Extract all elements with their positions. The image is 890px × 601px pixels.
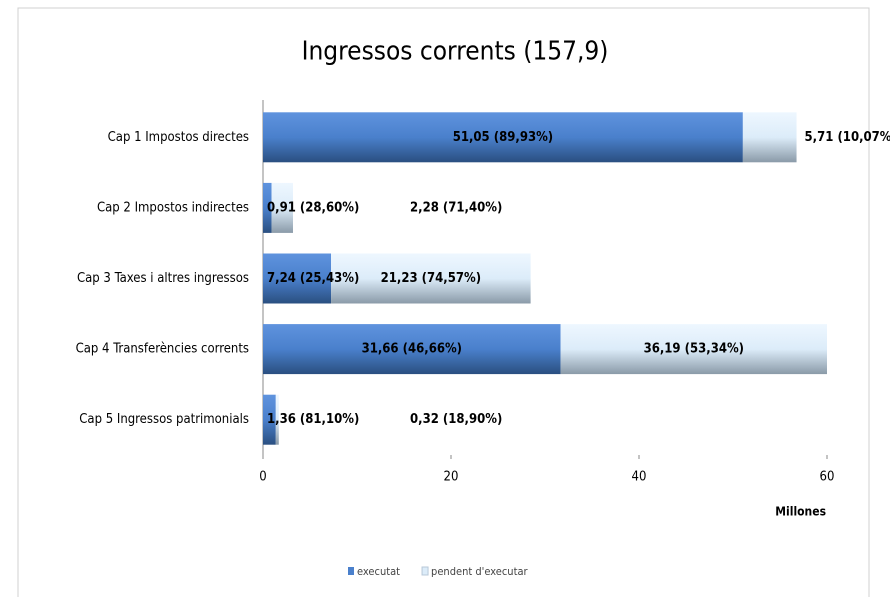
data-label: 0,32 (18,90%) — [410, 412, 502, 427]
bar-segment — [263, 253, 332, 304]
y-tick-label: Cap 2 Impostos indirectes — [97, 200, 249, 215]
data-label: 51,05 (89,93%) — [453, 130, 553, 145]
bars — [263, 112, 827, 445]
chart-title: Ingressos corrents (157,9) — [302, 37, 609, 67]
bar-segment — [263, 182, 272, 233]
x-tick-label: 60 — [820, 470, 835, 485]
bar-segment — [275, 394, 279, 445]
legend-label: executat — [357, 565, 400, 578]
data-label: 5,71 (10,07%) — [805, 130, 890, 145]
y-tick-label: Cap 1 Impostos directes — [108, 130, 249, 145]
bar-segment — [263, 324, 561, 375]
bar-segment — [271, 182, 293, 233]
y-tick-label: Cap 3 Taxes i altres ingressos — [77, 271, 249, 286]
data-label: 1,36 (81,10%) — [267, 412, 359, 427]
legend-label: pendent d'executar — [431, 565, 528, 578]
legend-swatch — [348, 567, 354, 575]
legend-swatch — [421, 566, 429, 576]
data-label: 7,24 (25,43%) — [267, 271, 359, 286]
y-tick-label: Cap 4 Transferències corrents — [76, 342, 249, 357]
x-tick-label: 0 — [259, 470, 266, 485]
data-label: 36,19 (53,34%) — [644, 342, 744, 357]
bar-segment — [263, 112, 743, 163]
bar-segment — [560, 324, 827, 375]
data-label: 21,23 (74,57%) — [381, 271, 481, 286]
chart-border — [17, 7, 870, 601]
bar-segment — [331, 253, 531, 304]
data-label: 2,28 (71,40%) — [410, 200, 502, 215]
y-tick-label: Cap 5 Ingressos patrimonials — [79, 412, 249, 427]
x-tick-label: 20 — [444, 470, 459, 485]
data-label: 0,91 (28,60%) — [267, 200, 359, 215]
bar-segment — [742, 112, 797, 163]
x-axis-label: Millones — [775, 505, 826, 519]
data-label: 31,66 (46,66%) — [362, 342, 462, 357]
bar-segment — [263, 394, 276, 445]
x-tick-label: 40 — [632, 470, 647, 485]
